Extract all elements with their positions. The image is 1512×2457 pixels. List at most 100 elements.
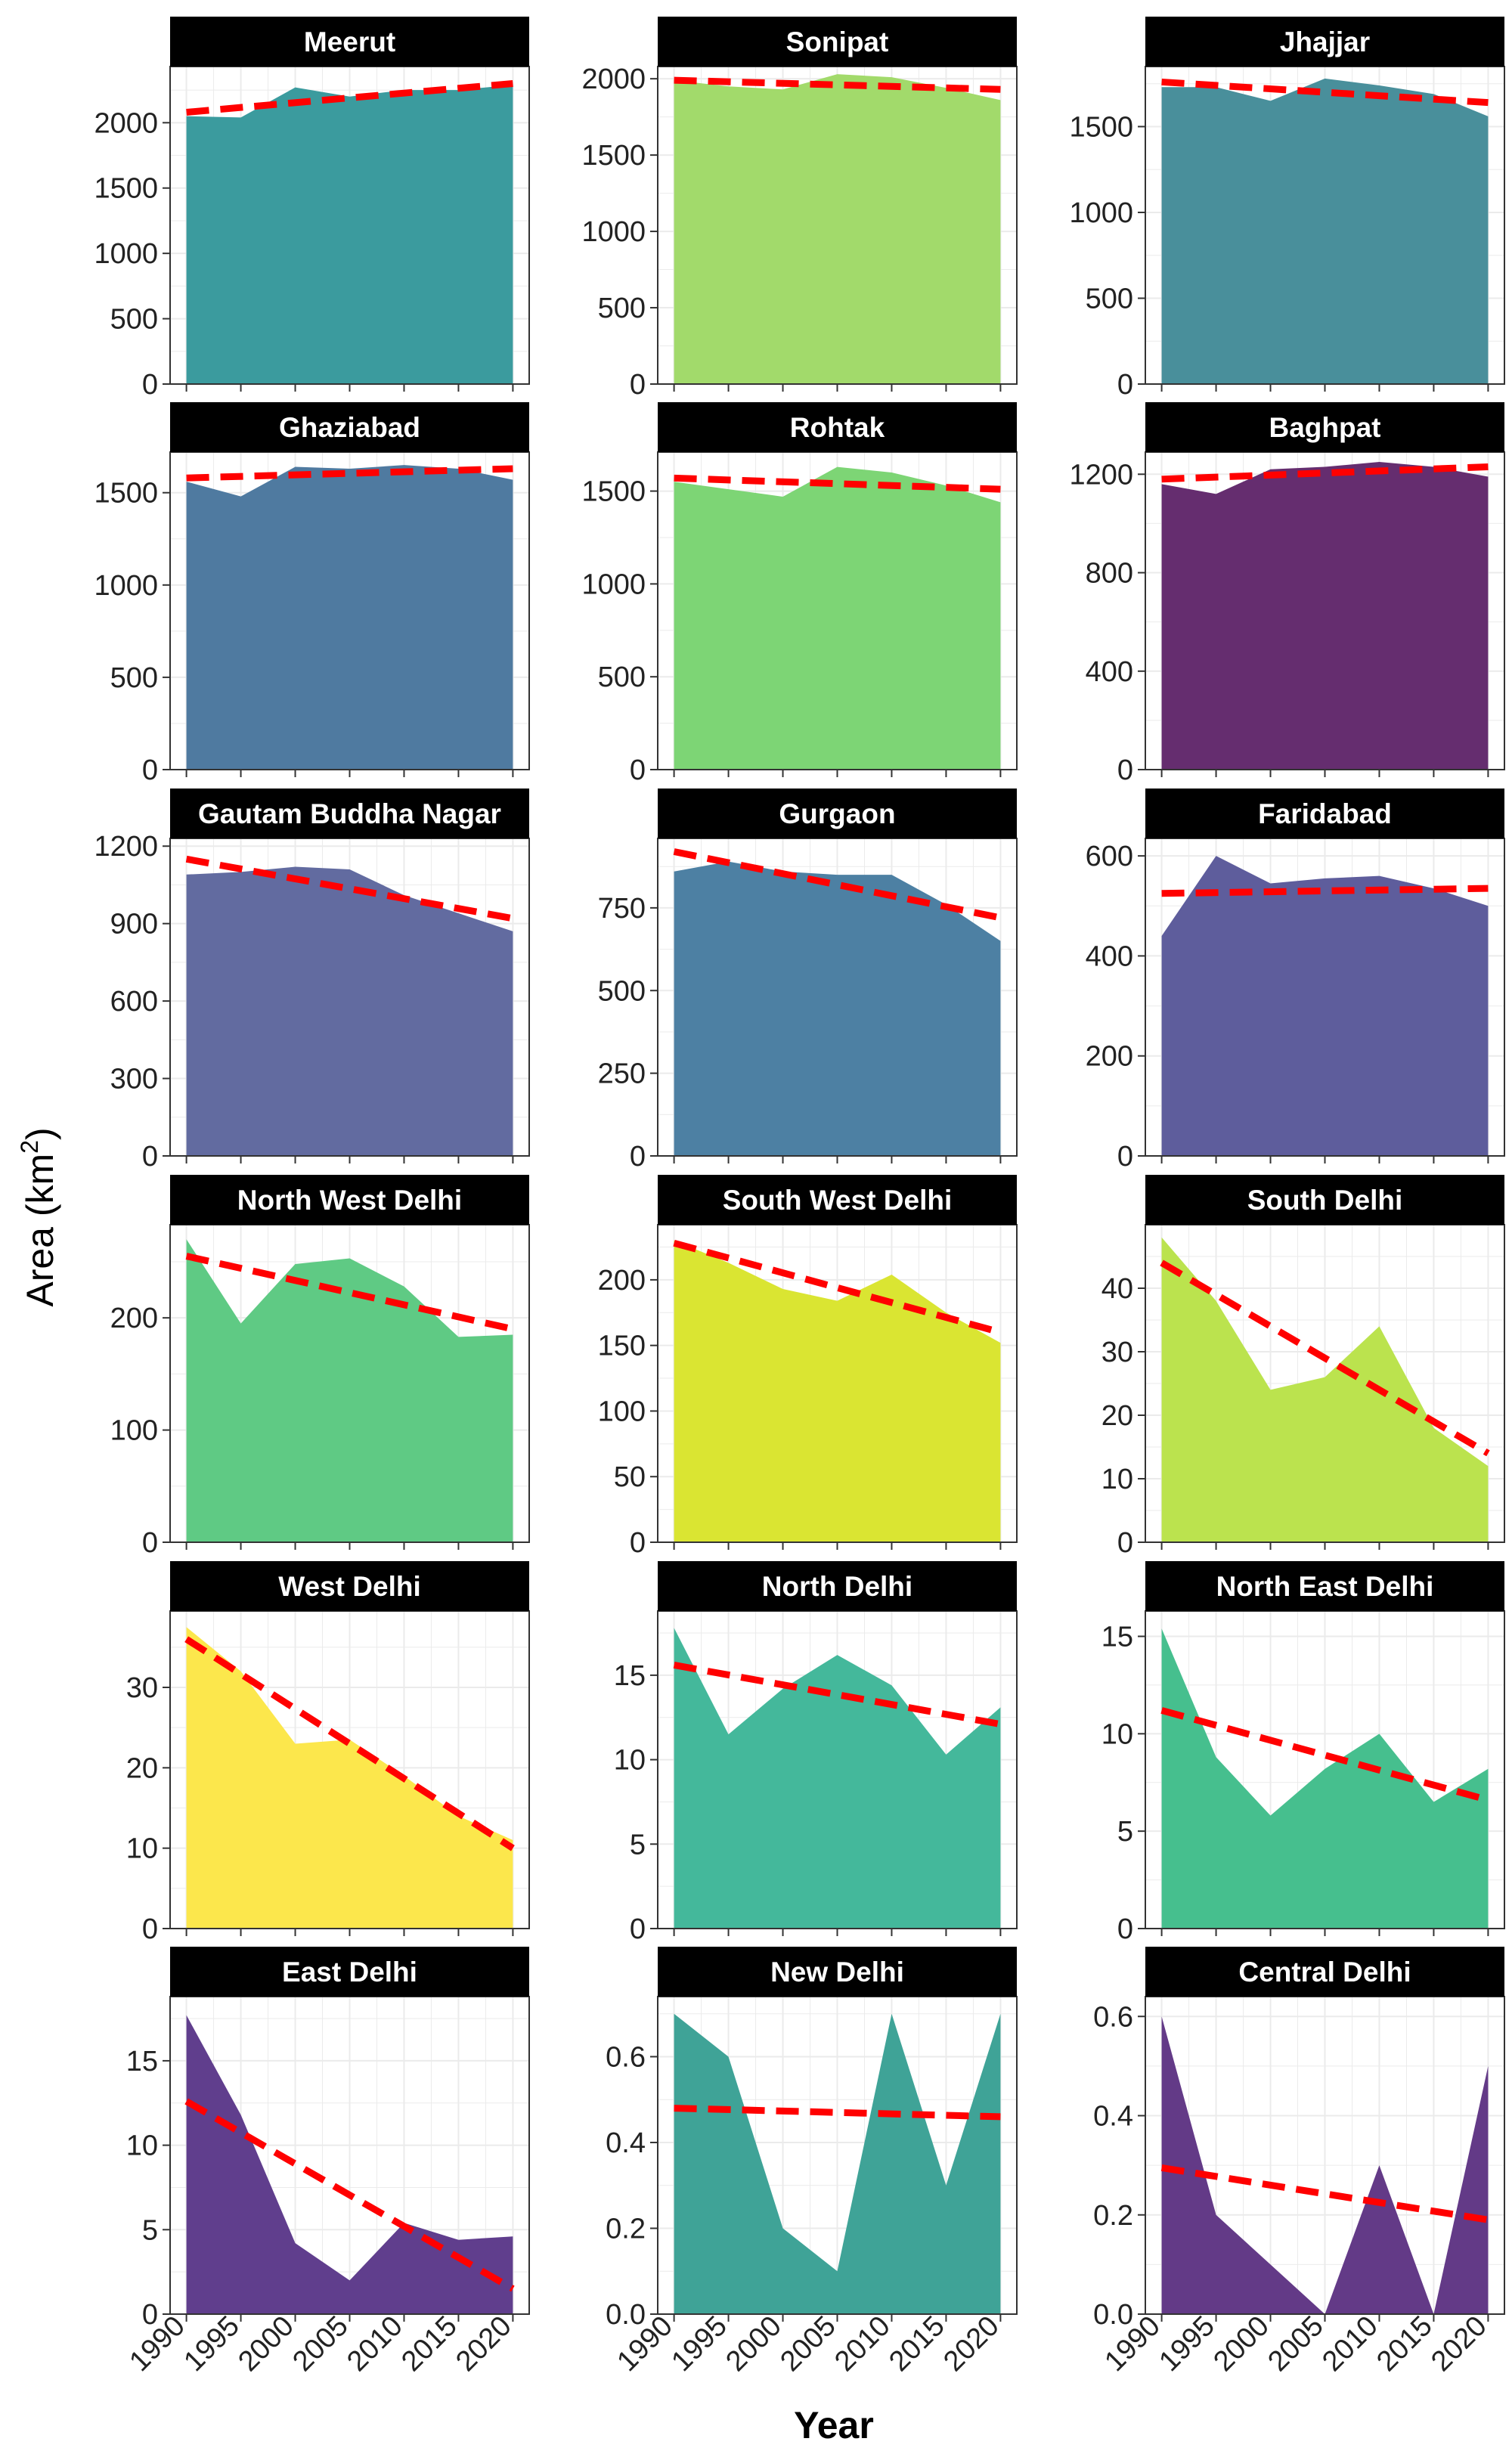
facet-panel: North East Delhi 0 5 10 15: [1101, 1561, 1505, 1945]
trend-line: [673, 1239, 1002, 1336]
area-series: [1161, 462, 1489, 770]
trend-line: [674, 76, 1001, 93]
area-series: [1161, 1237, 1489, 1542]
facet-title: North West Delhi: [237, 1185, 462, 1216]
y-tick-label: 0: [1117, 1913, 1133, 1945]
y-tick-label: 1000: [94, 238, 158, 270]
facet-panel: Baghpat 0 400 800 1200: [1069, 402, 1505, 786]
y-tick-label: 900: [110, 909, 158, 940]
y-tick-label: 1500: [94, 173, 158, 205]
y-tick-label: 0: [1117, 1141, 1133, 1173]
x-axis-label: Year: [794, 2404, 874, 2446]
y-tick-label: 500: [110, 304, 158, 336]
y-tick-label: 20: [1101, 1400, 1133, 1432]
trend-line: [673, 848, 1002, 922]
facet-panel: Faridabad 0 200 400 600: [1086, 789, 1505, 1173]
y-tick-label: 200: [598, 1265, 646, 1297]
y-tick-label: 100: [110, 1415, 158, 1447]
y-tick-label: 15: [126, 2046, 158, 2077]
facet-panel: Sonipat 0 500 1000 1500 2000: [581, 17, 1018, 401]
y-tick-label: 1000: [1069, 197, 1133, 229]
facet-strip: [1145, 402, 1504, 452]
y-tick-label: 5: [1117, 1816, 1133, 1848]
y-tick-label: 2000: [581, 64, 646, 95]
facet-title: New Delhi: [770, 1957, 904, 1988]
y-tick-label: 1000: [94, 570, 158, 602]
area-series: [674, 861, 1001, 1156]
y-tick-label: 100: [598, 1396, 646, 1427]
area-series: [674, 466, 1001, 770]
y-tick-label: 1500: [581, 476, 646, 508]
trend-line: [673, 1662, 1002, 1728]
y-tick-label: 1000: [581, 569, 646, 600]
facet-strip: [1145, 1175, 1504, 1225]
facet-panel: North West Delhi 0 100 200: [110, 1175, 530, 1559]
area-series: [674, 1240, 1001, 1542]
facet-panels: Meerut0500100015002000Sonipat05001000150…: [94, 17, 1505, 2378]
facet-title: Central Delhi: [1238, 1957, 1411, 1988]
area-series: [674, 2013, 1001, 2314]
trend-line: [1161, 885, 1489, 897]
facet-title: Ghaziabad: [279, 412, 420, 443]
y-tick-label: 400: [1086, 656, 1133, 688]
area-series: [186, 1627, 513, 1929]
trend-line: [1161, 78, 1489, 107]
y-tick-label: 200: [110, 1303, 158, 1334]
facet-strip: [170, 17, 529, 67]
trend-line: [1161, 463, 1489, 483]
facet-panel: North Delhi 0 5 10 15: [614, 1561, 1018, 1945]
area-series: [186, 85, 513, 384]
y-tick-label: 10: [1101, 1464, 1133, 1495]
y-tick-label: 0.6: [606, 2041, 646, 2073]
y-tick-label: 10: [126, 2130, 158, 2162]
trend-line: [674, 2105, 1001, 2121]
y-tick-label: 800: [1086, 558, 1133, 590]
y-tick-label: 0.4: [606, 2127, 646, 2159]
y-tick-label: 750: [598, 893, 646, 925]
facet-strip: [170, 1175, 529, 1225]
y-tick-label: 10: [126, 1833, 158, 1865]
y-tick-label: 0.2: [606, 2213, 646, 2245]
facet-panel: Jhajjar 0 500 1000 1500: [1069, 17, 1505, 401]
trend-line: [1160, 1707, 1489, 1804]
trend-line: [185, 855, 514, 922]
y-tick-label: 250: [598, 1058, 646, 1090]
trend-line: [186, 465, 513, 482]
y-tick-label: 1000: [581, 216, 646, 248]
facet-title: Gautam Buddha Nagar: [198, 798, 501, 829]
y-axis-label: Area (km2): [16, 1127, 61, 1306]
y-tick-label: 0: [142, 1141, 158, 1173]
y-tick-label: 0: [1117, 1527, 1133, 1559]
facet-title: Sonipat: [786, 26, 889, 57]
y-tick-label: 1200: [94, 831, 158, 863]
y-tick-label: 15: [614, 1660, 646, 1692]
facet-panel: Meerut 0 500 1000 1500 2000: [94, 17, 530, 401]
facet-panel: Gurgaon 0 250 500 750: [598, 789, 1018, 1173]
facet-title: Meerut: [304, 26, 395, 57]
y-tick-label: 40: [1101, 1273, 1133, 1305]
y-tick-label: 0: [142, 754, 158, 786]
y-tick-label: 500: [1086, 283, 1133, 314]
y-tick-label: 300: [110, 1064, 158, 1095]
y-tick-label: 500: [598, 662, 646, 693]
facet-panel: New Delhi0.00.20.40.61990199520002005201…: [606, 1947, 1018, 2378]
facet-title: West Delhi: [278, 1571, 420, 1602]
facet-title: South Delhi: [1247, 1185, 1403, 1216]
facet-title: Gurgaon: [779, 798, 895, 829]
facet-title: North East Delhi: [1216, 1571, 1434, 1602]
facet-strip: [658, 1947, 1017, 1997]
facet-strip: [1145, 789, 1504, 838]
y-tick-label: 0.0: [606, 2299, 646, 2331]
trend-line: [184, 2098, 515, 2292]
facet-panel: South Delhi 0 10 20 30 40: [1101, 1175, 1505, 1559]
y-tick-label: 0: [142, 369, 158, 401]
area-series: [186, 465, 513, 770]
facet-title: East Delhi: [282, 1957, 417, 1988]
facet-strip: [170, 789, 529, 838]
y-tick-label: 30: [126, 1672, 158, 1704]
facet-panel: South West Delhi 0 50 100 150 200: [598, 1175, 1018, 1559]
y-tick-label: 5: [142, 2214, 158, 2246]
facet-panel: Central Delhi0.00.20.40.6199019952000200…: [1093, 1947, 1505, 2378]
y-tick-label: 30: [1101, 1337, 1133, 1368]
trend-line: [1160, 2164, 1489, 2223]
